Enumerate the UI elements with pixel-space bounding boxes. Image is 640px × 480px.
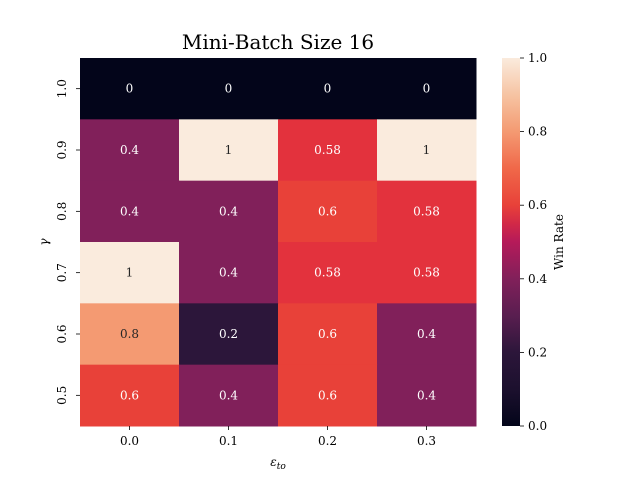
y-tick-label: 0.6 — [55, 324, 69, 343]
colorbar-tick-label: 0.6 — [528, 198, 547, 212]
cell-value-label: 0.4 — [417, 388, 436, 402]
heatmap-cell — [278, 180, 378, 243]
x-tick-label: 0.2 — [318, 434, 337, 448]
heatmap-cell — [179, 364, 279, 427]
colorbar-tick-label: 0.2 — [528, 345, 547, 359]
cell-value-label: 0.58 — [413, 266, 440, 280]
cell-value-label: 0 — [225, 82, 233, 96]
heatmap-cell — [377, 364, 477, 427]
heatmap-cell — [80, 303, 180, 366]
heatmap-cell — [377, 180, 477, 243]
heatmap-cell — [80, 242, 180, 304]
chart-title: Mini-Batch Size 16 — [182, 30, 374, 54]
heatmap-cell — [80, 364, 180, 427]
colorbar-ticks: 0.0 0.2 0.4 0.6 0.8 1.0 — [520, 51, 547, 433]
cell-value-label: 0.8 — [120, 327, 139, 341]
x-axis-label-sub: to — [277, 462, 287, 472]
cell-value-label: 0.6 — [318, 204, 337, 218]
y-tick-label: 0.7 — [55, 263, 69, 282]
y-ticks: 1.0 0.9 0.8 0.7 0.6 0.5 — [55, 79, 80, 405]
heatmap-cell — [179, 242, 279, 304]
cell-value-label: 1 — [126, 266, 134, 280]
colorbar-tick-label: 0.0 — [528, 419, 547, 433]
heatmap-cell — [278, 364, 378, 427]
heatmap-cell — [179, 119, 279, 182]
y-tick-label: 0.8 — [55, 202, 69, 221]
cell-value-label: 1 — [225, 143, 233, 157]
cell-value-label: 0.6 — [318, 327, 337, 341]
cell-value-label: 0.6 — [120, 388, 139, 402]
x-tick-label: 0.1 — [219, 434, 238, 448]
heatmap-cells: 0 0 0 0 0.4 1 0.58 1 0.4 0.4 0.6 0.58 1 0.4 0.58 0.58 0.… — [80, 58, 477, 427]
x-ticks: 0.0 0.1 0.2 0.3 — [120, 426, 436, 448]
cell-value-label: 0.6 — [318, 388, 337, 402]
y-axis-label: γ — [37, 238, 51, 246]
x-axis-label: εto — [270, 455, 286, 472]
colorbar — [502, 58, 520, 426]
colorbar-tick-label: 1.0 — [528, 51, 547, 65]
heatmap-cell — [278, 303, 378, 366]
cell-value-label: 0.4 — [120, 143, 139, 157]
heatmap-cell — [80, 119, 180, 182]
cell-value-label: 0.2 — [219, 327, 238, 341]
heatmap-cell — [377, 303, 477, 366]
cell-value-label: 0.4 — [219, 204, 238, 218]
colorbar-tick-label: 0.8 — [528, 125, 547, 139]
heatmap-cell — [80, 58, 180, 120]
cell-value-label: 0.4 — [219, 266, 238, 280]
heatmap-cell — [377, 58, 477, 120]
heatmap-cell — [278, 242, 378, 304]
colorbar-label: Win Rate — [552, 214, 566, 270]
cell-value-label: 0 — [423, 82, 431, 96]
cell-value-label: 0.58 — [314, 266, 341, 280]
colorbar-tick-label: 0.4 — [528, 272, 547, 286]
cell-value-label: 0.58 — [413, 204, 440, 218]
heatmap-cell — [278, 119, 378, 182]
heatmap-cell — [377, 242, 477, 304]
y-tick-label: 0.9 — [55, 140, 69, 159]
x-tick-label: 0.3 — [417, 434, 436, 448]
cell-value-label: 0 — [126, 82, 134, 96]
cell-value-label: 0.58 — [314, 143, 341, 157]
heatmap-cell — [179, 58, 279, 120]
cell-value-label: 0.4 — [417, 327, 436, 341]
heatmap-cell — [80, 180, 180, 243]
x-tick-label: 0.0 — [120, 434, 139, 448]
y-tick-label: 0.5 — [55, 386, 69, 405]
heatmap-cell — [377, 119, 477, 182]
heatmap-cell — [278, 58, 378, 120]
heatmap-cell — [179, 180, 279, 243]
cell-value-label: 0.4 — [120, 204, 139, 218]
heatmap-cell — [179, 303, 279, 366]
cell-value-label: 1 — [423, 143, 431, 157]
y-tick-label: 1.0 — [55, 79, 69, 98]
cell-value-label: 0 — [324, 82, 332, 96]
cell-value-label: 0.4 — [219, 388, 238, 402]
